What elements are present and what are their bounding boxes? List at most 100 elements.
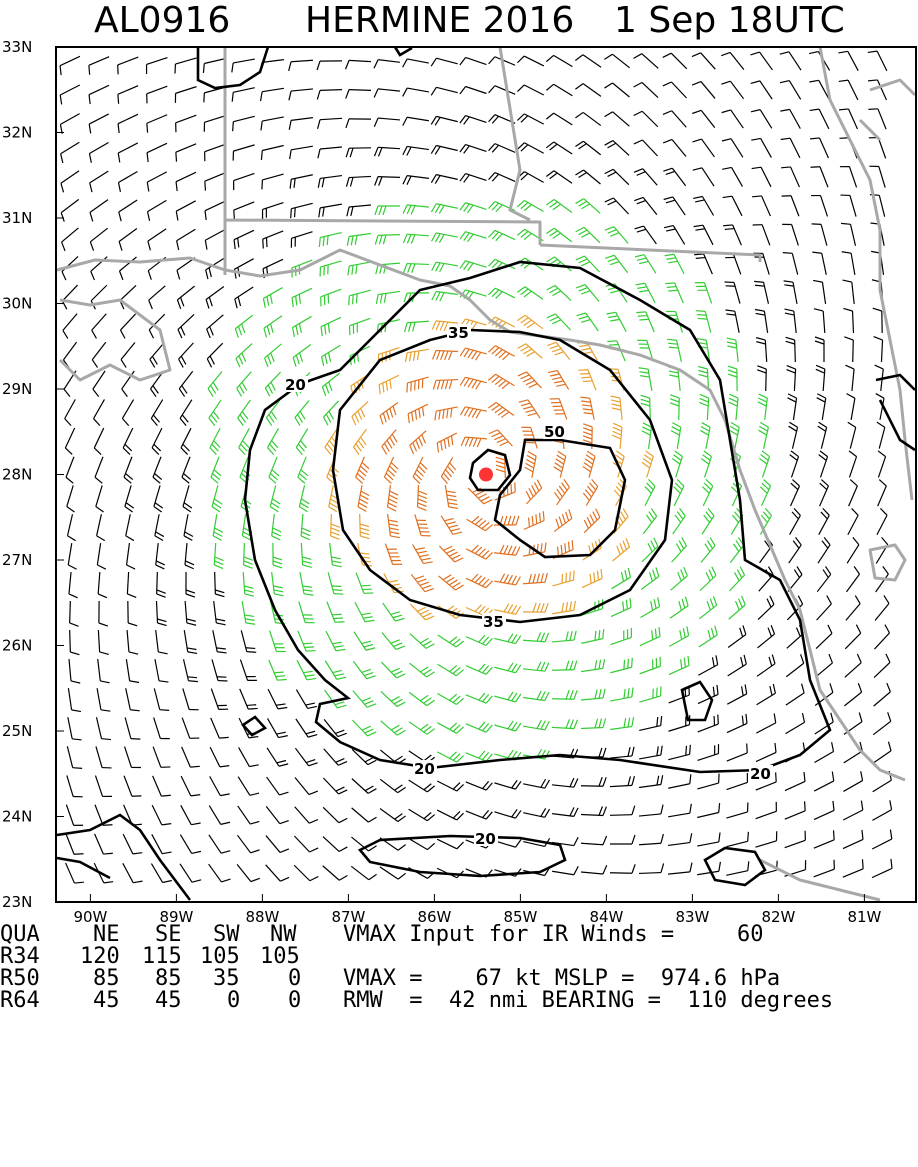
barb-feather	[449, 507, 458, 509]
barb-feather	[464, 204, 470, 212]
barb-feather	[303, 590, 312, 591]
wind-barb	[123, 428, 133, 448]
wind-barb	[466, 86, 487, 93]
barb-feather	[244, 557, 253, 560]
barb-feather	[550, 259, 558, 264]
barb-feather	[603, 689, 605, 698]
wind-barb	[415, 514, 421, 535]
barb-feather	[61, 154, 63, 163]
barb-feather	[324, 417, 329, 425]
barb-feather	[504, 516, 507, 525]
barb-feather	[378, 148, 382, 157]
barb-feather	[416, 548, 425, 550]
barb-feather	[296, 355, 299, 364]
wind-barb	[175, 58, 196, 64]
wind-barb	[298, 457, 306, 477]
barb-feather	[649, 572, 652, 581]
wind-barb	[853, 311, 854, 333]
wind-barb	[409, 838, 428, 849]
barb-feather	[664, 197, 673, 200]
barb-feather	[508, 750, 513, 758]
barb-feather	[383, 383, 384, 392]
barb-feather	[529, 518, 530, 527]
barb-feather	[346, 90, 349, 99]
wind-barb	[413, 544, 424, 563]
barb-feather	[302, 561, 311, 563]
barb-feather	[599, 806, 602, 815]
wind-barb	[852, 282, 854, 304]
barb-feather	[759, 430, 767, 435]
wind-barb	[610, 697, 632, 701]
barb-feather	[350, 148, 353, 157]
barb-feather	[185, 532, 193, 537]
barb-feather	[91, 271, 95, 280]
barb-feather	[639, 290, 648, 292]
wind-barb	[732, 196, 742, 216]
barb-feather	[361, 437, 366, 445]
barb-feather	[207, 359, 211, 367]
barb-feather	[885, 625, 890, 633]
wind-barb	[786, 663, 803, 676]
wind-barb	[294, 865, 310, 881]
wind-barb	[156, 601, 157, 623]
barb-feather	[318, 120, 320, 129]
barb-feather	[150, 359, 155, 367]
barb-feather	[263, 298, 265, 307]
wind-barb	[639, 814, 661, 816]
wind-barb	[756, 811, 777, 818]
barb-feather	[781, 167, 790, 168]
barb-feather	[422, 585, 431, 588]
wind-barb	[876, 574, 889, 592]
wind-barb	[874, 662, 890, 677]
wind-barb	[380, 809, 398, 822]
barb-feather	[74, 854, 83, 855]
wind-barb	[97, 514, 102, 535]
barb-feather	[89, 95, 90, 104]
wind-barb	[119, 200, 137, 212]
barb-feather	[581, 348, 590, 350]
barb-feather	[666, 200, 675, 203]
barb-feather	[272, 499, 280, 504]
barb-feather	[306, 703, 315, 705]
barb-feather	[620, 543, 623, 552]
barb-feather	[781, 138, 790, 139]
barb-feather	[325, 355, 327, 364]
wind-barb	[322, 345, 341, 356]
wind-barb	[321, 317, 341, 326]
barb-feather	[68, 565, 76, 569]
barb-feather	[715, 626, 717, 635]
barb-feather	[332, 561, 341, 563]
barb-feather	[576, 256, 585, 260]
header-se: SE	[155, 924, 182, 946]
barb-feather	[639, 319, 648, 320]
barb-feather	[376, 265, 378, 274]
wind-barb	[148, 200, 167, 211]
barb-feather	[624, 718, 626, 727]
barb-feather	[727, 346, 736, 348]
wind-barb	[610, 785, 632, 786]
wind-barb	[848, 515, 858, 534]
barb-feather	[409, 352, 411, 361]
barb-feather	[176, 182, 177, 191]
barb-feather	[421, 558, 430, 560]
barb-feather	[574, 720, 577, 729]
wind-barb	[61, 199, 79, 212]
barb-feather	[623, 509, 628, 517]
barb-feather	[512, 605, 517, 613]
barb-feather	[238, 326, 241, 335]
wind-barb	[270, 631, 277, 652]
barb-feather	[527, 323, 535, 328]
barb-feather	[663, 168, 672, 171]
barb-feather	[220, 794, 229, 796]
barb-feather	[155, 503, 163, 508]
barb-feather	[607, 341, 616, 342]
barb-feather	[351, 207, 353, 216]
barb-feather	[435, 205, 440, 213]
wind-barb	[182, 457, 190, 477]
barb-feather	[696, 258, 705, 259]
barb-feather	[603, 718, 606, 727]
barb-feather	[249, 765, 258, 767]
barb-feather	[693, 168, 702, 170]
barb-feather	[611, 400, 620, 402]
